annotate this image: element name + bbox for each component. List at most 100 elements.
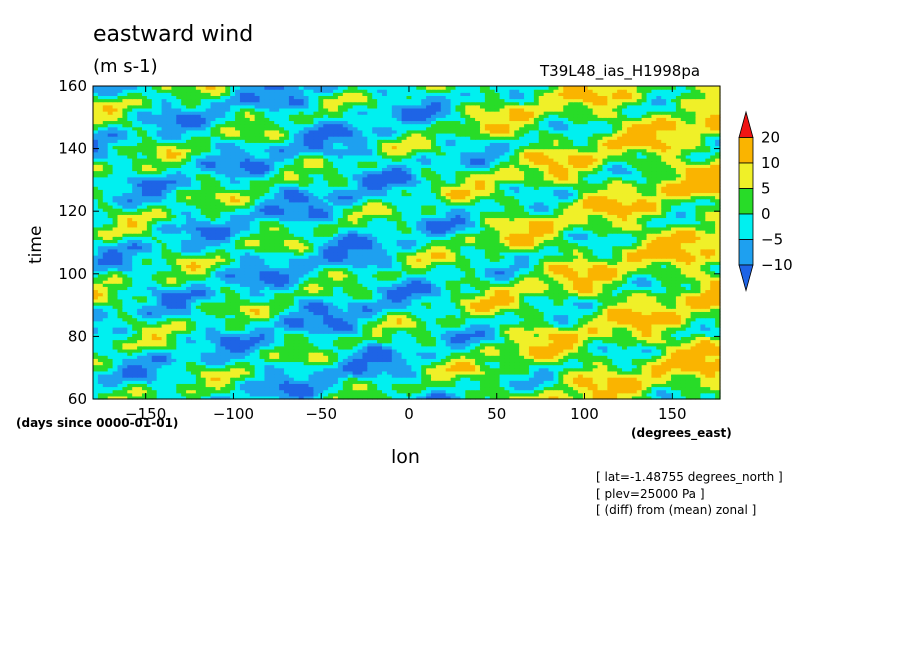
heatmap-cell: [362, 301, 368, 306]
heatmap-cell: [269, 305, 275, 309]
heatmap-cell: [362, 370, 368, 375]
heatmap-cell: [631, 320, 638, 325]
heatmap-cell: [146, 364, 153, 369]
heatmap-cell: [543, 348, 550, 353]
heatmap-cell: [342, 301, 349, 306]
heatmap-cell: [171, 377, 177, 381]
heatmap-cell: [450, 276, 457, 281]
heatmap-cell: [612, 336, 618, 341]
heatmap-cell: [666, 308, 672, 312]
heatmap-cell: [190, 386, 197, 391]
heatmap-cell: [151, 392, 158, 397]
heatmap-cell: [298, 301, 305, 306]
heatmap-cell: [641, 361, 648, 366]
heatmap-cell: [274, 364, 280, 369]
heatmap-cell: [264, 392, 270, 397]
heatmap-cell: [666, 370, 672, 375]
heatmap-cell: [430, 339, 437, 344]
heatmap-cell: [455, 352, 461, 356]
heatmap-cell: [411, 295, 417, 300]
heatmap-cell: [274, 289, 280, 294]
heatmap-cell: [435, 389, 442, 394]
heatmap-cell: [166, 364, 172, 369]
heatmap-cell: [132, 352, 138, 356]
heatmap-cell: [597, 333, 604, 337]
heatmap-cell: [235, 377, 241, 381]
heatmap-cell: [440, 327, 447, 331]
heatmap-cell: [411, 298, 417, 303]
heatmap-cell: [323, 345, 329, 350]
heatmap-cell: [235, 380, 241, 384]
heatmap-cell: [587, 355, 594, 359]
heatmap-cell: [416, 339, 422, 344]
heatmap-cell: [347, 301, 354, 306]
heatmap-cell: [284, 352, 290, 356]
heatmap-cell: [279, 330, 285, 334]
heatmap-cell: [161, 280, 168, 284]
heatmap-cell: [641, 345, 648, 350]
heatmap-cell: [269, 336, 275, 341]
heatmap-cell: [225, 311, 231, 316]
heatmap-cell: [161, 395, 168, 400]
heatmap-cell: [225, 308, 231, 312]
heatmap-cell: [440, 292, 447, 297]
heatmap-cell: [269, 301, 275, 306]
heatmap-cell: [597, 364, 604, 369]
heatmap-cell: [504, 323, 510, 328]
heatmap-cell: [205, 386, 212, 391]
heatmap-cell: [656, 392, 662, 397]
heatmap-cell: [117, 367, 123, 372]
heatmap-cell: [200, 389, 207, 394]
heatmap-cell: [416, 364, 422, 369]
heatmap-cell: [102, 358, 109, 363]
heatmap-cell: [171, 358, 177, 363]
heatmap-cell: [293, 289, 300, 294]
heatmap-cell: [636, 295, 643, 300]
heatmap-cell: [587, 377, 594, 381]
heatmap-cell: [563, 373, 569, 378]
heatmap-cell: [411, 377, 417, 381]
heatmap-cell: [509, 317, 515, 322]
heatmap-cell: [146, 276, 153, 281]
heatmap-cell: [107, 355, 114, 359]
heatmap-cell: [313, 389, 319, 394]
heatmap-cell: [127, 317, 133, 322]
heatmap-cell: [587, 327, 594, 331]
heatmap-cell: [235, 395, 241, 400]
heatmap-cell: [367, 361, 373, 366]
heatmap-cell: [230, 392, 236, 397]
heatmap-cell: [176, 327, 182, 331]
heatmap-cell: [210, 370, 217, 375]
heatmap-cell: [284, 342, 290, 347]
heatmap-cell: [661, 373, 667, 378]
heatmap-cell: [553, 323, 559, 328]
heatmap-cell: [671, 370, 677, 375]
heatmap-cell: [235, 342, 241, 347]
heatmap-cell: [406, 305, 412, 309]
heatmap-cell: [607, 292, 613, 297]
heatmap-cell: [705, 361, 711, 366]
heatmap-cell: [146, 352, 153, 356]
heatmap-cell: [372, 323, 378, 328]
heatmap-cell: [700, 355, 706, 359]
heatmap-cell: [112, 342, 119, 347]
heatmap-cell: [685, 339, 692, 344]
heatmap-cell: [607, 352, 613, 356]
heatmap-cell: [671, 373, 677, 378]
heatmap-cell: [479, 305, 486, 309]
heatmap-cell: [107, 348, 114, 353]
heatmap-cell: [582, 301, 589, 306]
heatmap-cell: [117, 352, 123, 356]
heatmap-cell: [293, 342, 300, 347]
heatmap-cell: [636, 377, 643, 381]
heatmap-cell: [298, 308, 305, 312]
heatmap-cell: [622, 367, 628, 372]
heatmap-cell: [577, 377, 584, 381]
heatmap-cell: [646, 283, 653, 287]
heatmap-cell: [426, 323, 432, 328]
heatmap-cell: [303, 320, 310, 325]
heatmap-cell: [671, 342, 677, 347]
heatmap-cell: [342, 370, 349, 375]
heatmap-cell: [465, 377, 471, 381]
heatmap-cell: [494, 345, 501, 350]
